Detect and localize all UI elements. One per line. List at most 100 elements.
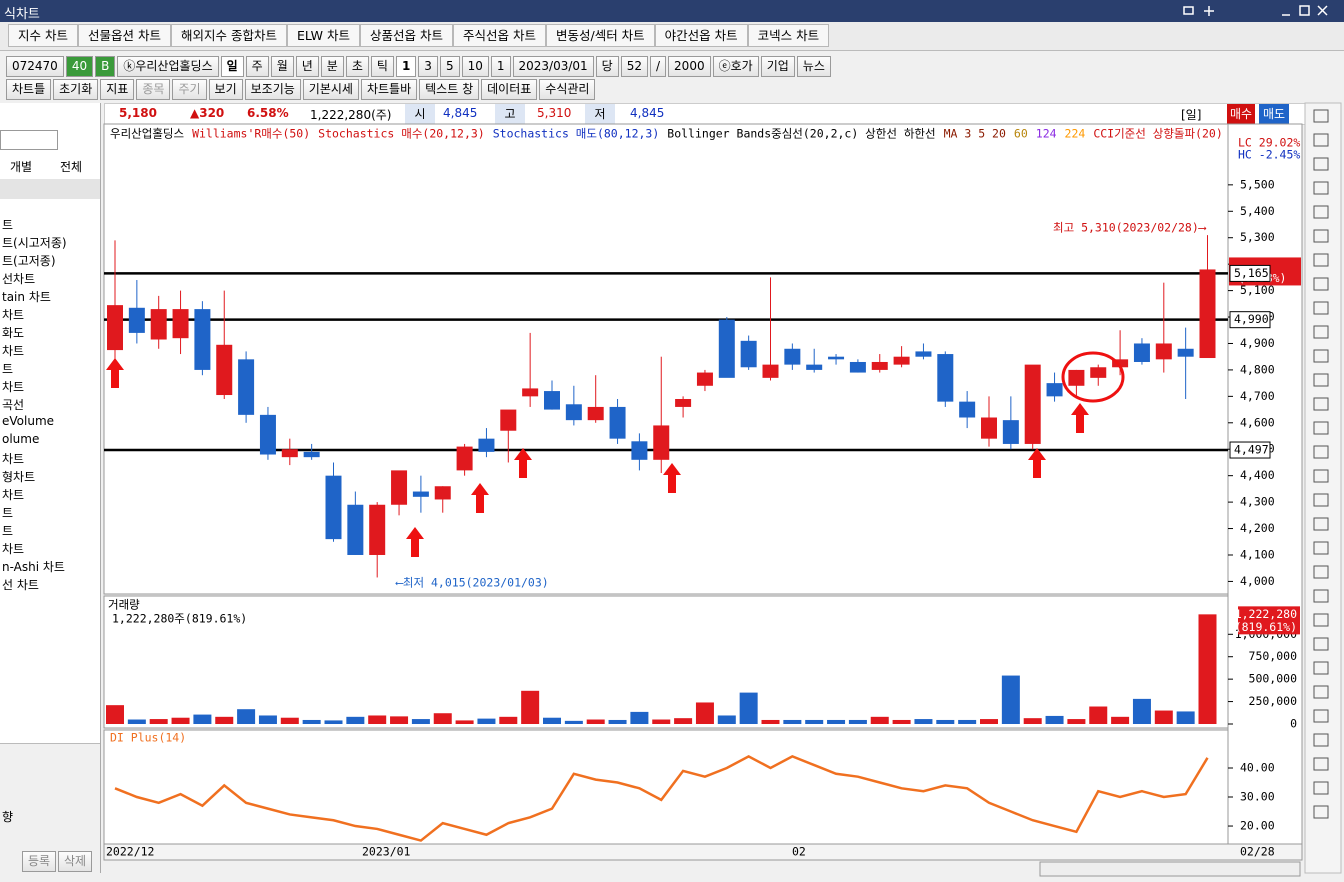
sell-button[interactable]: 매도 [1259, 104, 1289, 124]
list-item[interactable]: olume [2, 432, 40, 446]
list-item[interactable]: eVolume [2, 414, 55, 428]
buy-button[interactable]: 매수 [1227, 104, 1255, 124]
candle-body [391, 470, 408, 505]
toolbar-button[interactable]: 텍스트 창 [419, 79, 480, 100]
search-box[interactable] [0, 130, 58, 150]
toolbar-button[interactable]: 월 [270, 56, 294, 77]
volume-bar [390, 716, 409, 724]
toolbar-button[interactable]: / [650, 56, 667, 77]
list-item[interactable]: 트 [2, 218, 14, 232]
tool-icon [1313, 181, 1329, 195]
toolbar-button[interactable]: 1 [490, 56, 511, 77]
volume-tag-label: 1,222,280 [1235, 607, 1297, 621]
candle-body [259, 414, 276, 455]
toolbar-button[interactable]: 뉴스 [796, 56, 831, 77]
di-tick-label: 30.00 [1240, 790, 1275, 804]
candle-body [150, 309, 167, 340]
toolbar-button[interactable]: 일 [220, 56, 244, 77]
y-tick-label: 4,100 [1240, 547, 1275, 561]
toolbar-button[interactable]: 기업 [760, 56, 795, 77]
toolbar-button[interactable]: 틱 [370, 56, 394, 77]
radio-option[interactable]: 개별 [10, 160, 33, 174]
toolbar-button[interactable]: 분 [320, 56, 344, 77]
window-controls[interactable] [1182, 5, 1332, 17]
list-item[interactable]: 트 [2, 506, 14, 520]
toolbar-button[interactable]: 데이터표 [481, 79, 538, 100]
tab[interactable]: 상품선옵 차트 [360, 24, 453, 47]
toolbar-button[interactable]: 년 [295, 56, 319, 77]
volume-bar [1154, 710, 1173, 724]
list-item[interactable]: 선 차트 [2, 578, 39, 592]
toolbar-button[interactable]: ⓚ우리산업홀딩스 [117, 56, 219, 77]
volume-bar [521, 690, 540, 724]
tab[interactable]: 해외지수 종합차트 [170, 24, 287, 47]
open-label: 시 [405, 104, 435, 124]
volume-bar [1001, 675, 1020, 724]
list-item[interactable]: n-Ashi 차트 [2, 560, 65, 574]
left-panel: 개별 전체 트 트(시고저종) 트(고저종) 선차트 tain 차트 차트 화도 차트 트 차트 곡선 e… [0, 103, 101, 874]
toolbar-button[interactable]: 종목 [136, 79, 171, 100]
toolbar-button[interactable]: B [95, 56, 116, 77]
toolbar-button[interactable]: 주기 [172, 79, 207, 100]
list-item[interactable]: 트(고저종) [2, 254, 56, 268]
volume-title: 거래량 [108, 598, 140, 612]
signal-arrow [1028, 448, 1046, 478]
x-label: 2023/01 [362, 845, 411, 859]
quote-row: 5,180 ▲320 6.58% 1,222,280(주) 시 4,845 고 … [104, 103, 1306, 125]
tab[interactable]: 지수 차트 [8, 24, 78, 47]
list-item[interactable]: 선차트 [2, 272, 36, 286]
toolbar-button[interactable]: ⓔ호가 [712, 56, 759, 77]
toolbar-button[interactable]: 3 [418, 56, 438, 77]
toolbar-button[interactable]: 지표 [100, 79, 135, 100]
toolbar-button[interactable]: 10 [461, 56, 489, 77]
tab[interactable]: ELW 차트 [286, 24, 361, 47]
list-item[interactable]: 차트 [2, 344, 25, 358]
toolbar-button[interactable]: 5 [439, 56, 460, 77]
toolbar-button[interactable]: 수식관리 [539, 79, 596, 100]
left-button[interactable]: 등록 [22, 851, 57, 872]
candle-body [828, 356, 845, 360]
toolbar-button[interactable]: 2000 [668, 56, 711, 77]
tab[interactable]: 코넥스 차트 [747, 24, 830, 47]
list-item[interactable]: 차트 [2, 308, 25, 322]
toolbar-button[interactable]: 차트틀 [6, 79, 52, 100]
list-item[interactable]: 차트 [2, 488, 25, 502]
list-item[interactable]: tain 차트 [2, 290, 51, 304]
toolbar-button[interactable]: 초기화 [53, 79, 99, 100]
toolbar-button[interactable]: 차트틀바 [360, 79, 418, 100]
list-item[interactable]: 화도 [2, 326, 25, 340]
list-item[interactable]: 차트 [2, 542, 25, 556]
toolbar-button[interactable]: 초 [345, 56, 369, 77]
list-item[interactable]: 형차트 [2, 470, 36, 484]
toolbar-button[interactable]: 40 [65, 56, 94, 77]
toolbar-button[interactable]: 072470 [6, 56, 64, 77]
candle-body [522, 388, 539, 397]
y-tick-label: 4,800 [1240, 362, 1275, 376]
toolbar-button[interactable]: 기본시세 [302, 79, 359, 100]
left-button[interactable]: 삭제 [58, 851, 93, 872]
list-item[interactable]: 차트 [2, 452, 25, 466]
list-item[interactable]: 트(시고저종) [2, 236, 67, 250]
toolbar-button[interactable]: 주 [245, 56, 269, 77]
y-tick-label: 4,000 [1240, 574, 1275, 588]
list-item[interactable]: 트 [2, 524, 14, 538]
toolbar-button[interactable]: 52 [620, 56, 648, 77]
toolbar-button[interactable]: 당 [595, 56, 619, 77]
tab[interactable]: 야간선옵 차트 [654, 24, 748, 47]
toolbar-button[interactable]: 2023/03/01 [512, 56, 594, 77]
period: [일] [1181, 108, 1202, 122]
tab[interactable]: 변동성/섹터 차트 [545, 24, 655, 47]
candle-body [238, 359, 255, 415]
tab[interactable]: 주식선옵 차트 [453, 24, 546, 47]
radio-option[interactable]: 전체 [60, 160, 83, 174]
tool-icon [1313, 589, 1329, 603]
tab[interactable]: 선물옵션 차트 [77, 24, 171, 47]
list-item[interactable]: 차트 [2, 380, 25, 394]
list-item[interactable]: 트 [2, 362, 14, 376]
toolbar-button[interactable]: 보기 [208, 79, 243, 100]
list-item[interactable]: 곡선 [2, 398, 25, 412]
candle-body [937, 354, 954, 402]
toolbar-button[interactable]: 보조기능 [244, 79, 301, 100]
toolbar-button[interactable]: 1 [395, 56, 417, 77]
legend-item: Bollinger Bands중심선(20,2,c) 상한선 하한선 [667, 127, 935, 141]
